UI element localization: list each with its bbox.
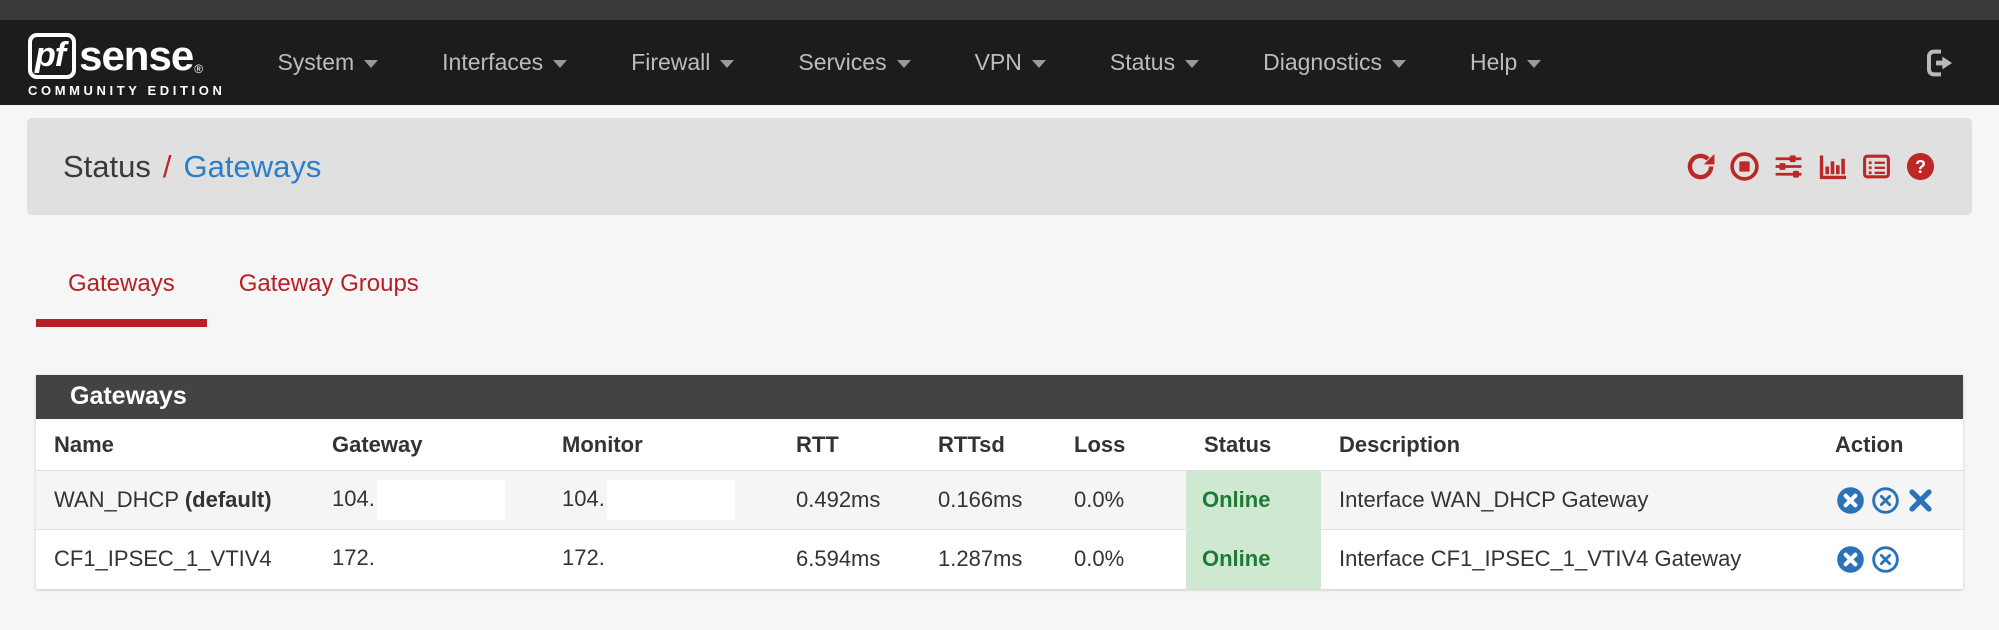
rttsd-cell: 0.166ms — [920, 470, 1056, 530]
chevron-down-icon — [896, 60, 911, 68]
breadcrumb: Status / Gateways — [63, 149, 321, 185]
tab-gateway-groups[interactable]: Gateway Groups — [238, 270, 419, 297]
redaction-box — [606, 539, 735, 580]
col-header-loss: Loss — [1056, 419, 1186, 471]
sign-out-icon — [1927, 49, 1953, 76]
sliders-icon[interactable] — [1773, 151, 1804, 182]
status-badge: Online — [1186, 529, 1321, 589]
actions-cell — [1801, 529, 1963, 589]
times-circle-outline-icon[interactable] — [1870, 485, 1900, 515]
gateways-panel: Gateways Name Gateway Monitor RTT RTTsd … — [36, 375, 1963, 589]
gateway-name-cell: CF1_IPSEC_1_VTIV4 — [36, 529, 314, 589]
gateway-address-cell: 104. — [314, 470, 544, 530]
chevron-down-icon — [1185, 60, 1200, 68]
nav-item-interfaces[interactable]: Interfaces — [442, 49, 568, 76]
chart-bar-icon[interactable] — [1817, 151, 1848, 182]
panel-title: Gateways — [36, 375, 1963, 419]
col-header-rtt: RTT — [778, 419, 920, 471]
nav-item-services[interactable]: Services — [798, 49, 911, 76]
table-row: WAN_DHCP (default) 104. 104. 0.492ms 0.1… — [36, 470, 1963, 530]
breadcrumb-bar: Status / Gateways — [27, 118, 1972, 215]
description-cell: Interface WAN_DHCP Gateway — [1321, 470, 1801, 530]
redaction-box — [606, 480, 735, 520]
registered-mark: ® — [194, 61, 204, 76]
nav-menu: System Interfaces Firewall Services VPN … — [277, 49, 1542, 76]
breadcrumb-separator: / — [162, 148, 172, 184]
logo-sense-text: sense — [79, 31, 194, 79]
list-icon[interactable] — [1861, 151, 1892, 182]
chevron-down-icon — [553, 60, 568, 68]
window-top-strip — [0, 0, 1999, 20]
refresh-icon[interactable] — [1685, 151, 1716, 182]
times-circle-outline-icon[interactable] — [1870, 544, 1900, 574]
times-circle-solid-icon[interactable] — [1835, 544, 1865, 574]
rtt-cell: 0.492ms — [778, 470, 920, 530]
redaction-box — [376, 480, 505, 520]
default-badge: (default) — [184, 487, 272, 512]
main-navbar: pf sense ® COMMUNITY EDITION System Inte… — [0, 20, 1999, 105]
redaction-box — [376, 539, 505, 580]
chevron-down-icon — [1527, 60, 1542, 68]
nav-item-firewall[interactable]: Firewall — [631, 49, 735, 76]
nav-item-system[interactable]: System — [277, 49, 379, 76]
table-header-row: Name Gateway Monitor RTT RTTsd Loss Stat… — [36, 419, 1963, 471]
page-action-icons: ? — [1685, 151, 1936, 182]
tab-gateways[interactable]: Gateways — [36, 271, 207, 327]
actions-cell — [1801, 470, 1963, 530]
col-header-rttsd: RTTsd — [920, 419, 1056, 471]
table-row: CF1_IPSEC_1_VTIV4 172. 172. 6.594ms 1.28… — [36, 529, 1963, 589]
loss-cell: 0.0% — [1056, 470, 1186, 530]
gateway-address-cell: 172. — [314, 529, 544, 589]
svg-text:?: ? — [1915, 157, 1926, 177]
pfsense-logo[interactable]: pf sense ® COMMUNITY EDITION — [28, 32, 225, 98]
page-tabs: Gateways Gateway Groups — [36, 271, 1963, 327]
col-header-description: Description — [1321, 419, 1801, 471]
col-header-monitor: Monitor — [544, 419, 778, 471]
col-header-gateway: Gateway — [314, 419, 544, 471]
chevron-down-icon — [720, 60, 735, 68]
monitor-address-cell: 104. — [544, 470, 778, 530]
logo-pf-mark: pf — [28, 32, 77, 79]
chevron-down-icon — [1031, 60, 1046, 68]
description-cell: Interface CF1_IPSEC_1_VTIV4 Gateway — [1321, 529, 1801, 589]
help-icon[interactable]: ? — [1905, 151, 1936, 182]
rttsd-cell: 1.287ms — [920, 529, 1056, 589]
loss-cell: 0.0% — [1056, 529, 1186, 589]
times-icon[interactable] — [1905, 485, 1935, 515]
chevron-down-icon — [1392, 60, 1406, 68]
col-header-status: Status — [1186, 419, 1321, 471]
gateways-table: Name Gateway Monitor RTT RTTsd Loss Stat… — [36, 419, 1963, 589]
logout-button[interactable] — [1923, 47, 1955, 79]
breadcrumb-page: Gateways — [183, 148, 322, 184]
gateway-name-cell: WAN_DHCP (default) — [36, 470, 314, 530]
times-circle-solid-icon[interactable] — [1835, 485, 1865, 515]
col-header-action: Action — [1801, 419, 1963, 471]
nav-item-diagnostics[interactable]: Diagnostics — [1263, 49, 1406, 76]
nav-item-status[interactable]: Status — [1110, 49, 1200, 76]
breadcrumb-section: Status — [63, 148, 151, 184]
status-badge: Online — [1186, 470, 1321, 530]
monitor-address-cell: 172. — [544, 529, 778, 589]
stop-circle-icon[interactable] — [1729, 151, 1760, 182]
nav-item-help[interactable]: Help — [1470, 49, 1542, 76]
nav-item-vpn[interactable]: VPN — [975, 49, 1046, 76]
logo-subtitle: COMMUNITY EDITION — [28, 82, 226, 98]
rtt-cell: 6.594ms — [778, 529, 920, 589]
chevron-down-icon — [364, 60, 379, 68]
col-header-name: Name — [36, 419, 314, 471]
